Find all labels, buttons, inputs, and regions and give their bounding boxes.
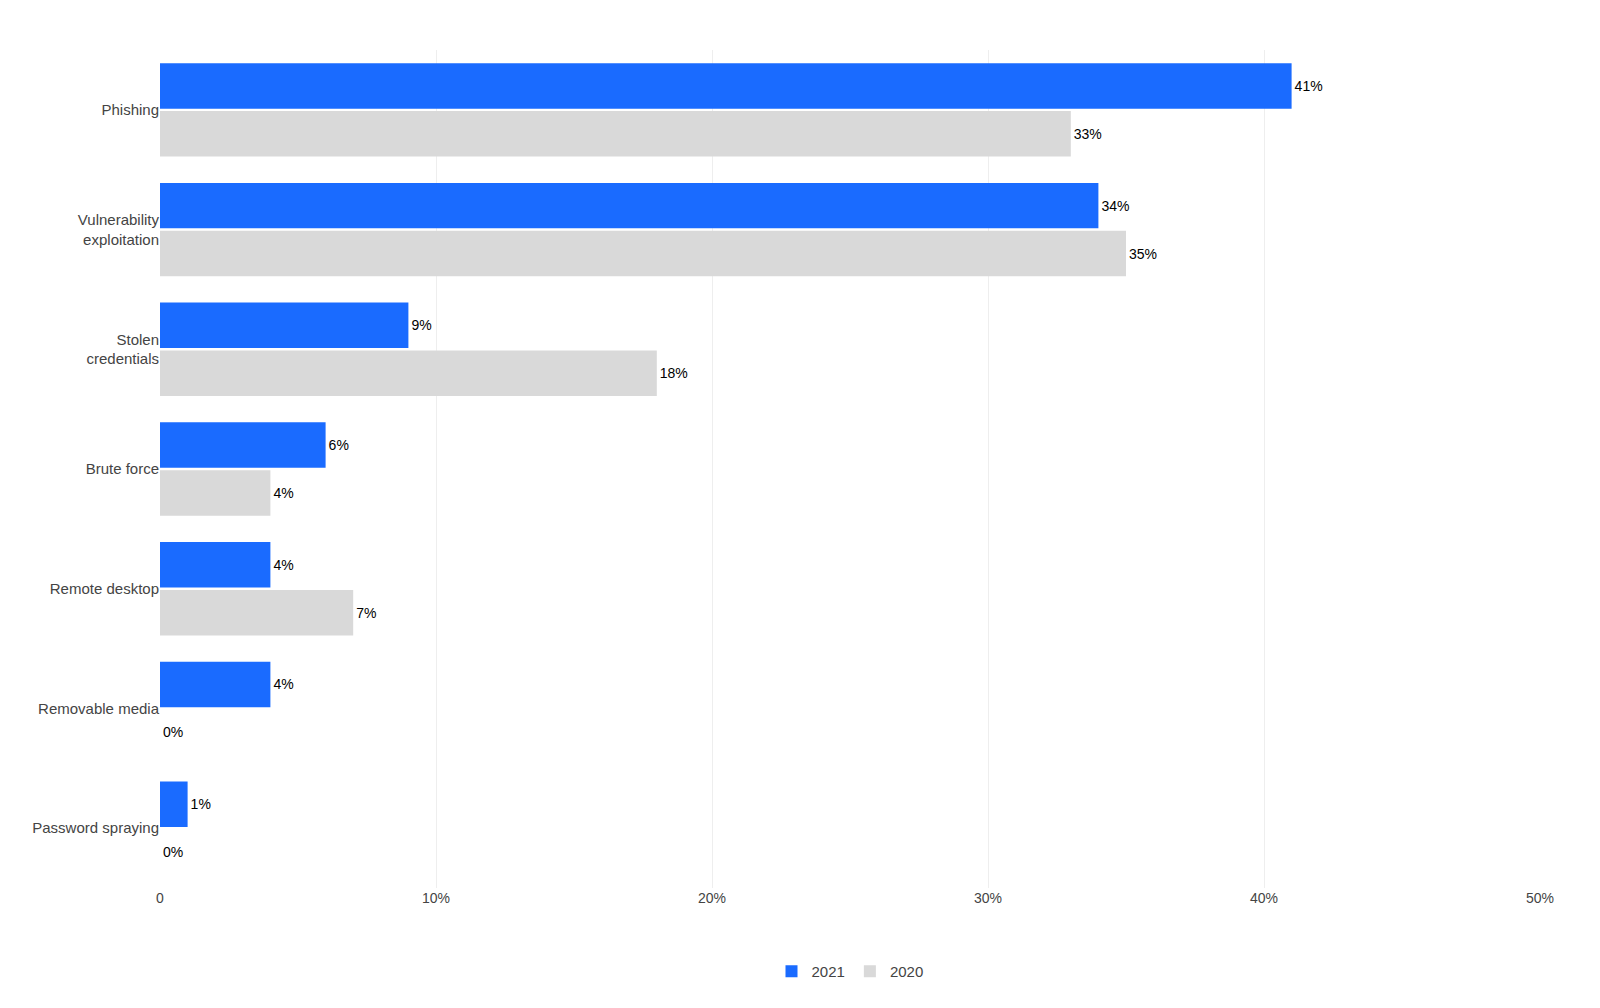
svg-text:0%: 0% — [163, 724, 183, 740]
svg-text:1%: 1% — [191, 796, 211, 812]
svg-text:Brute force: Brute force — [86, 460, 159, 477]
svg-text:Password spraying: Password spraying — [32, 819, 159, 836]
svg-text:0%: 0% — [163, 844, 183, 860]
svg-text:50%: 50% — [1526, 890, 1554, 906]
svg-text:2020: 2020 — [890, 963, 923, 980]
svg-text:20%: 20% — [698, 890, 726, 906]
svg-text:Removable media: Removable media — [38, 700, 160, 717]
svg-text:7%: 7% — [356, 605, 376, 621]
svg-text:Phishing: Phishing — [101, 101, 159, 118]
svg-text:9%: 9% — [411, 317, 431, 333]
svg-text:6%: 6% — [329, 437, 349, 453]
svg-text:34%: 34% — [1101, 198, 1129, 214]
svg-text:10%: 10% — [422, 890, 450, 906]
svg-text:Remote desktop: Remote desktop — [50, 580, 159, 597]
svg-text:4%: 4% — [273, 557, 293, 573]
svg-text:18%: 18% — [660, 365, 688, 381]
svg-text:33%: 33% — [1074, 126, 1102, 142]
svg-text:40%: 40% — [1250, 890, 1278, 906]
svg-text:2021: 2021 — [812, 963, 845, 980]
svg-text:4%: 4% — [273, 485, 293, 501]
svg-text:0: 0 — [156, 890, 164, 906]
svg-text:Vulnerabilityexploitation: Vulnerabilityexploitation — [78, 211, 160, 248]
svg-text:4%: 4% — [273, 676, 293, 692]
svg-text:30%: 30% — [974, 890, 1002, 906]
svg-text:Stolencredentials: Stolencredentials — [86, 331, 159, 368]
svg-text:41%: 41% — [1295, 78, 1323, 94]
svg-text:35%: 35% — [1129, 246, 1157, 262]
